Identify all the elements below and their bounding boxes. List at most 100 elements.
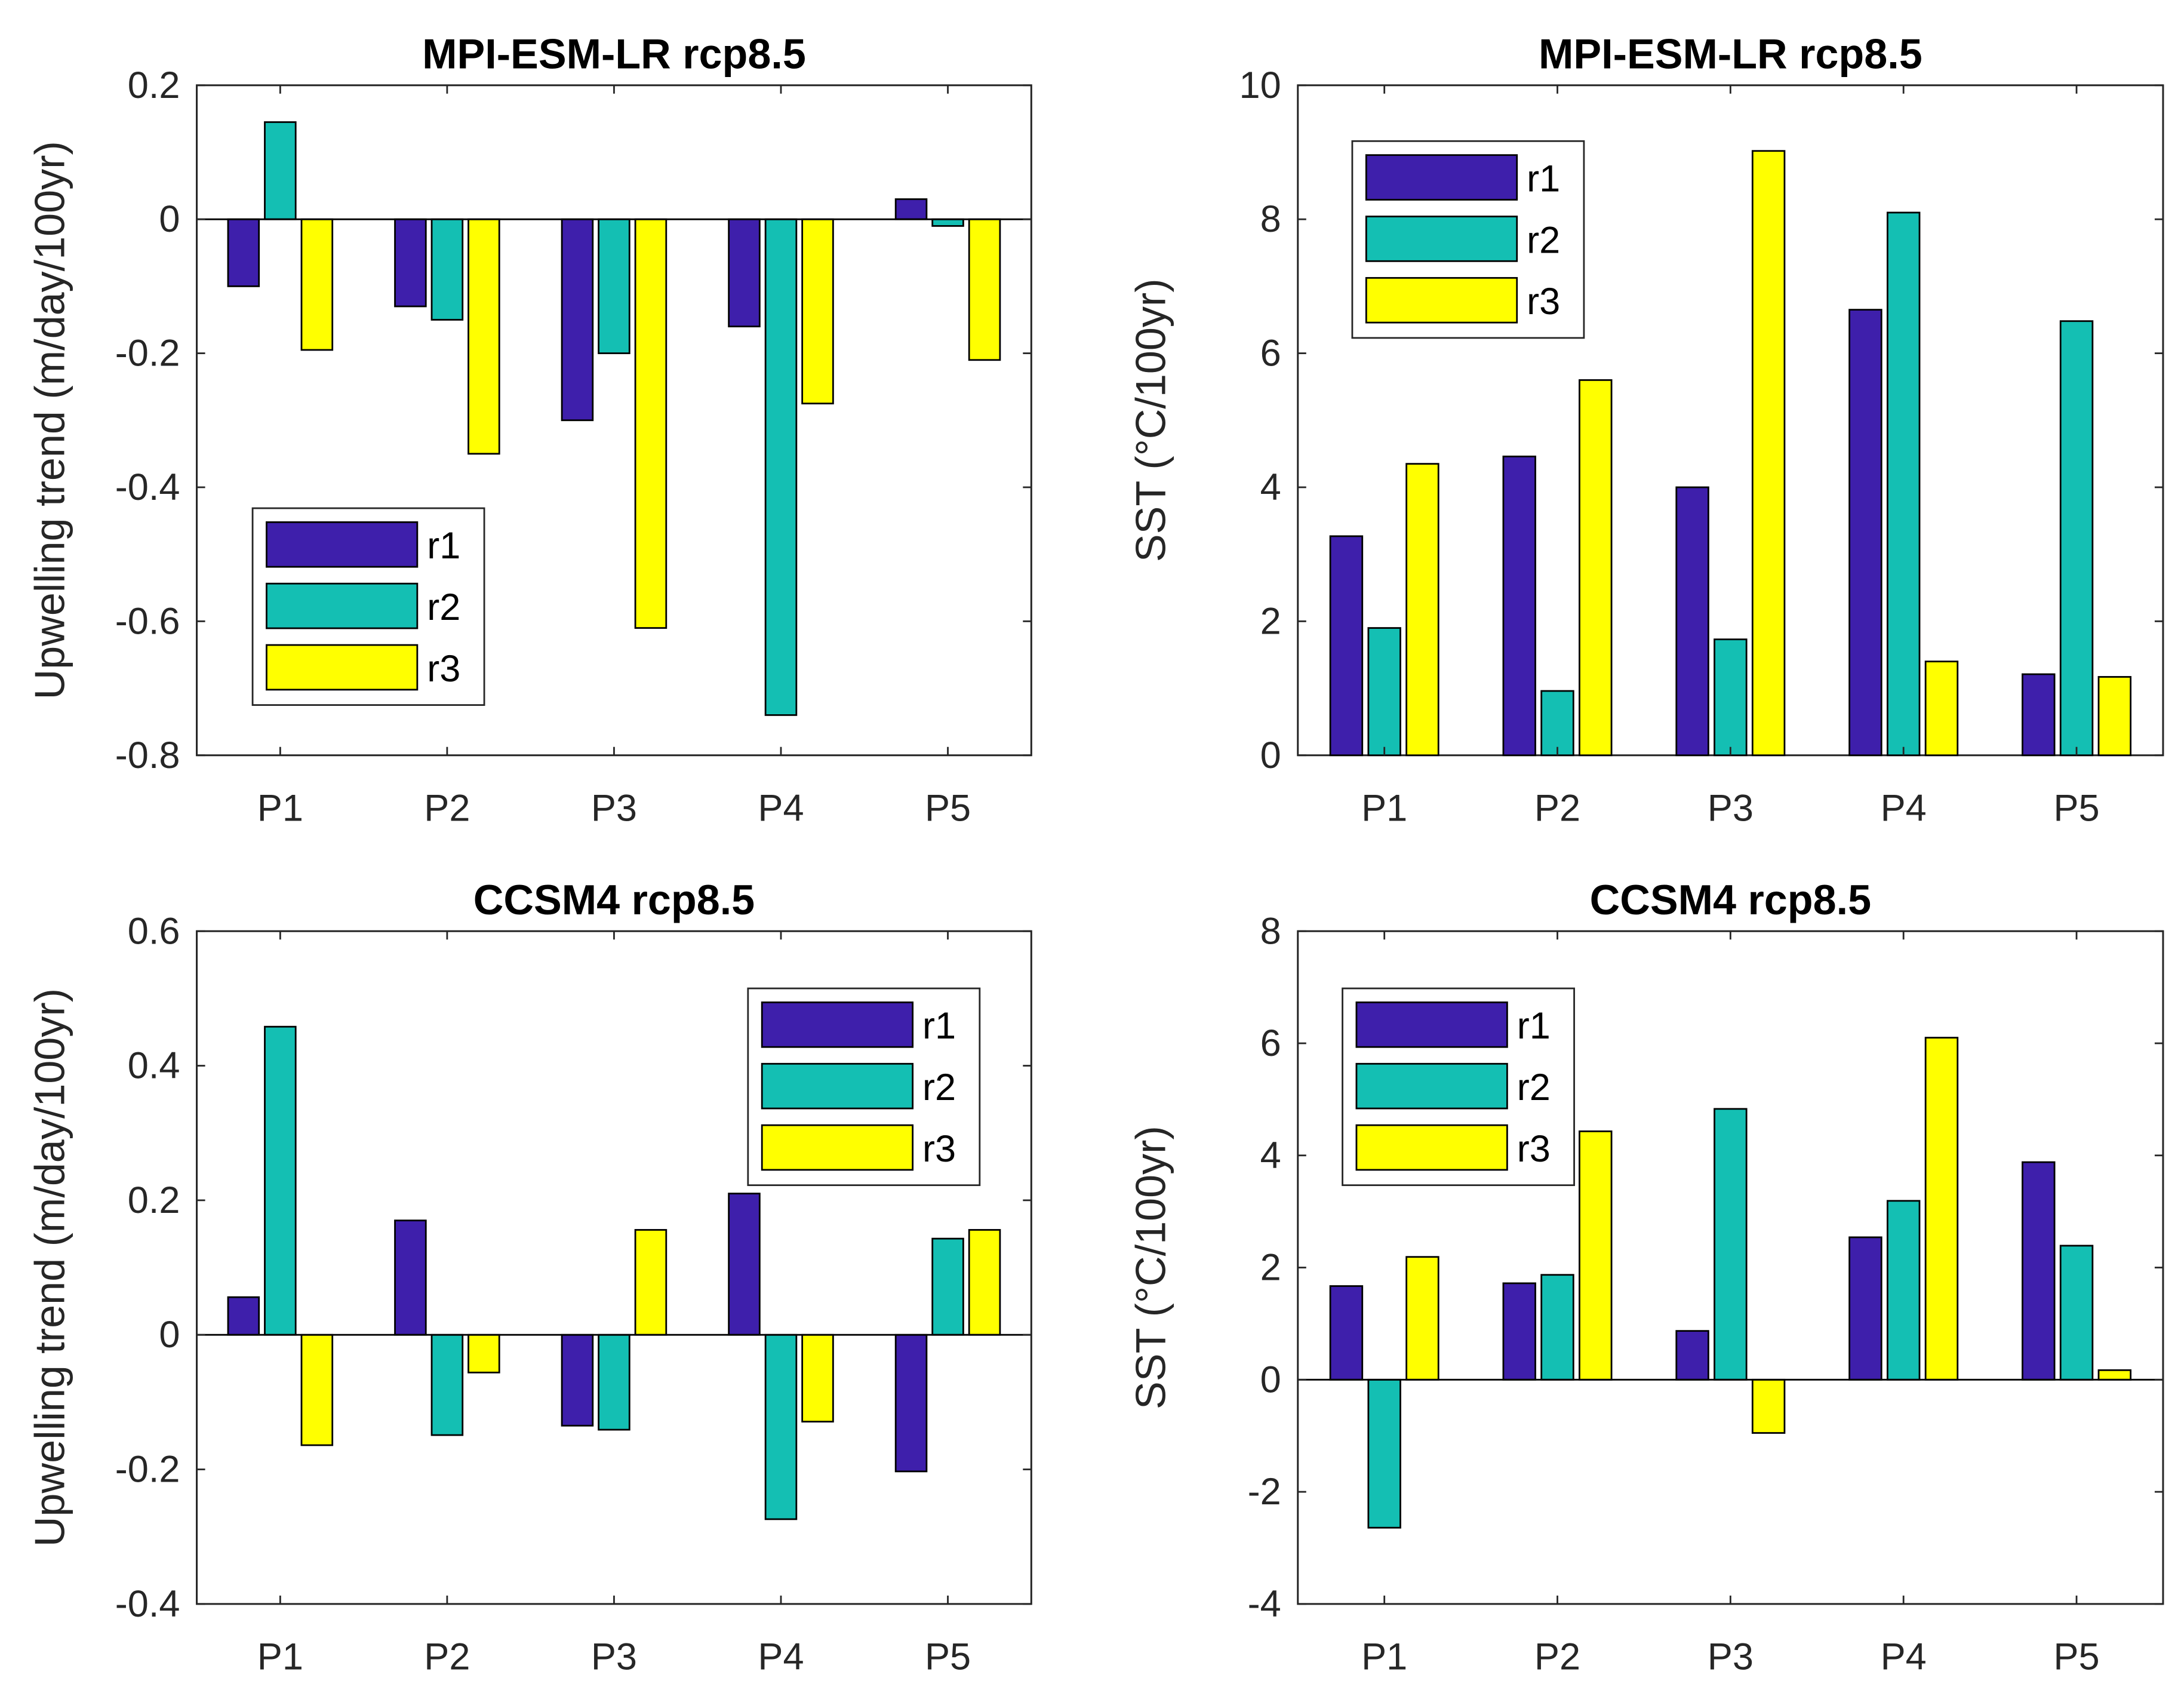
- legend-label-r3: r3: [922, 1128, 956, 1170]
- x-tick-label: P5: [925, 788, 971, 829]
- bar-r1-P3: [561, 218, 594, 422]
- x-tick-label: P1: [1361, 1636, 1407, 1678]
- x-tick-label: P5: [2053, 788, 2099, 829]
- bar-r1-P5: [894, 198, 928, 220]
- chart-title: CCSM4 rcp8.5: [473, 877, 755, 923]
- y-axis-label: Upwelling trend (m/day/100yr): [27, 988, 73, 1547]
- y-tick-label: -2: [1248, 1471, 1281, 1513]
- bar-r3-P1: [1405, 1256, 1439, 1381]
- legend-label-r2: r2: [922, 1067, 956, 1108]
- y-tick-label: 0.2: [128, 64, 180, 106]
- y-tick-label: -4: [1248, 1583, 1281, 1625]
- bar-r2-P5: [931, 1237, 964, 1336]
- bar-r3-P5: [968, 1229, 1001, 1336]
- y-tick-label: 0.2: [128, 1179, 180, 1221]
- bar-r1-P2: [1502, 455, 1536, 757]
- x-tick-label: P5: [925, 1636, 971, 1678]
- x-tick-label: P2: [424, 1636, 470, 1678]
- y-axis-label: SST (°C/100yr): [1128, 1126, 1174, 1409]
- legend: r1 r2 r3: [251, 507, 485, 706]
- legend-swatch-r1: [761, 1001, 914, 1048]
- y-tick-label: -0.2: [115, 333, 180, 374]
- legend-swatch-r3: [1365, 276, 1518, 324]
- bar-r2-P3: [1714, 638, 1748, 757]
- bar-r2-P3: [1714, 1108, 1748, 1381]
- legend-swatch-r1: [1355, 1001, 1508, 1048]
- x-tick-label: P4: [1881, 788, 1927, 829]
- y-tick-label: 0.6: [128, 910, 180, 952]
- y-axis-label: SST (°C/100yr): [1128, 278, 1174, 562]
- x-tick-label: P3: [591, 788, 637, 829]
- bar-r2-P3: [598, 218, 630, 354]
- bar-r2-P1: [264, 121, 297, 220]
- bar-r3-P3: [1751, 1378, 1786, 1434]
- legend-swatch-r1: [266, 521, 419, 568]
- x-tick-label: P3: [1708, 788, 1754, 829]
- y-tick-label: 6: [1260, 1022, 1281, 1064]
- legend-swatch-r3: [1355, 1124, 1508, 1171]
- legend-label-r2: r2: [1527, 219, 1560, 261]
- bar-r2-P4: [764, 218, 798, 716]
- bar-r1-P5: [2022, 673, 2056, 757]
- y-tick-label: -0.4: [115, 466, 180, 508]
- chart-panel-1: -0.8 -0.6 -0.4 -0.2 0 0.2 P1 P2 P3 P4 P5 MPI-ESM-LR…: [27, 31, 1032, 829]
- bar-r2-P1: [264, 1025, 297, 1336]
- bar-r3-P2: [1579, 379, 1613, 757]
- bar-r3-P1: [1405, 463, 1439, 757]
- legend-label-r1: r1: [1517, 1005, 1551, 1047]
- bar-r2-P4: [1886, 211, 1921, 757]
- bar-r2-P5: [2059, 1245, 2094, 1381]
- bar-r3-P3: [634, 218, 667, 629]
- bar-r3-P4: [1924, 660, 1959, 757]
- bar-r3-P2: [467, 1334, 500, 1374]
- y-tick-label: 6: [1260, 333, 1281, 374]
- x-tick-label: P4: [758, 788, 804, 829]
- x-tick-label: P1: [257, 1636, 303, 1678]
- y-tick-label: 0.4: [128, 1045, 180, 1087]
- bar-r2-P1: [1367, 1378, 1401, 1529]
- y-tick-label: 4: [1260, 1135, 1281, 1176]
- bar-r1-P1: [227, 218, 260, 287]
- y-tick-label: 8: [1260, 910, 1281, 952]
- bar-r2-P2: [1540, 1274, 1574, 1381]
- bar-r1-P2: [394, 1219, 427, 1336]
- chart-panel-3: -0.4 -0.2 0 0.2 0.4 0.6 P1 P2 P3 P4 P5 CCSM4 rcp8.5…: [27, 877, 1032, 1678]
- bar-r3-P4: [1924, 1037, 1959, 1381]
- y-tick-label: 0: [1260, 1359, 1281, 1400]
- bar-r3-P2: [467, 218, 500, 455]
- bar-r2-P4: [1886, 1200, 1921, 1381]
- bar-r2-P3: [598, 1334, 630, 1431]
- y-tick-label: -0.6: [115, 600, 180, 642]
- y-tick-label: -0.4: [115, 1583, 180, 1625]
- legend-swatch-r3: [266, 644, 419, 691]
- y-tick-label: 10: [1239, 64, 1281, 106]
- bar-r2-P1: [1367, 627, 1401, 757]
- legend-label-r3: r3: [1527, 281, 1560, 322]
- bar-r2-P2: [430, 1334, 464, 1436]
- y-tick-label: 0: [159, 1314, 180, 1356]
- legend-label-r1: r1: [922, 1005, 956, 1047]
- bar-r1-P4: [728, 218, 761, 328]
- legend-swatch-r2: [1365, 216, 1518, 262]
- x-tick-label: P4: [758, 1636, 804, 1678]
- bar-r1-P1: [1329, 535, 1364, 757]
- legend-label-r3: r3: [427, 648, 460, 690]
- bar-r3-P1: [300, 218, 334, 351]
- bar-r3-P4: [801, 218, 834, 405]
- legend-swatch-r1: [1365, 154, 1518, 201]
- chart-title: MPI-ESM-LR rcp8.5: [422, 31, 806, 78]
- y-tick-label: 0: [1260, 735, 1281, 776]
- bar-r3-P5: [2097, 1369, 2131, 1381]
- bar-r1-P2: [1502, 1282, 1536, 1381]
- y-axis-label: Upwelling trend (m/day/100yr): [27, 141, 73, 699]
- legend-swatch-r2: [266, 582, 419, 629]
- bar-r3-P2: [1579, 1130, 1613, 1381]
- y-tick-label: -0.8: [115, 735, 180, 776]
- y-tick-label: 2: [1260, 600, 1281, 642]
- bar-r3-P4: [801, 1334, 834, 1423]
- bar-r3-P3: [1751, 150, 1786, 757]
- x-tick-label: P3: [591, 1636, 637, 1678]
- bar-r1-P3: [1675, 486, 1709, 757]
- bar-r1-P4: [1848, 1236, 1882, 1381]
- bar-r2-P5: [2059, 320, 2094, 757]
